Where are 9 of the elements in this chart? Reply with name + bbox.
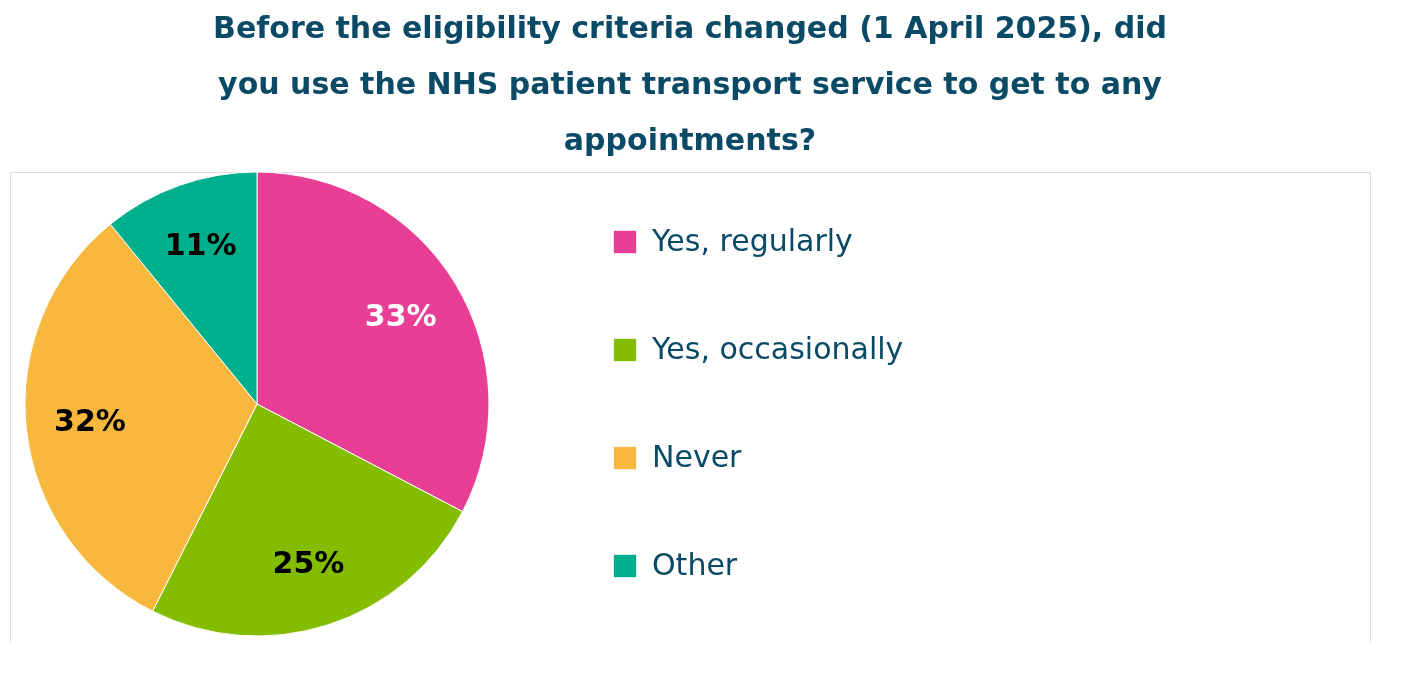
data-label: 11% [164,226,237,262]
chart-title: Before the eligibility criteria changed (1 April 2025), did you use the NHS patient transport service to get to any appointments? [213,10,1167,157]
legend-label: Other [652,547,738,582]
data-label: 33% [364,298,437,333]
legend-label: Yes, regularly [651,223,853,258]
legend-label: Yes, occasionally [651,331,904,366]
data-label: 25% [272,544,345,580]
data-label: 32% [54,403,126,439]
legend-label: Never [652,439,743,474]
